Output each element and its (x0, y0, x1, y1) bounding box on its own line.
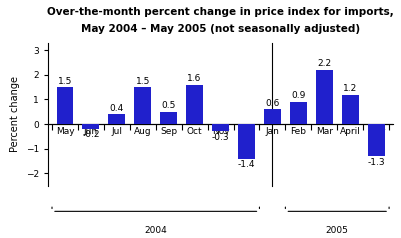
Text: -0.3: -0.3 (212, 133, 229, 142)
Bar (212, 124, 229, 131)
Bar (108, 114, 125, 124)
Text: 1.5: 1.5 (136, 77, 150, 86)
Text: 1.6: 1.6 (187, 74, 202, 83)
Bar (160, 112, 177, 124)
Text: 1.2: 1.2 (343, 84, 357, 93)
Text: 0.6: 0.6 (265, 99, 279, 108)
Text: -1.4: -1.4 (238, 160, 255, 169)
Text: May 2004 – May 2005 (not seasonally adjusted): May 2004 – May 2005 (not seasonally adju… (81, 24, 360, 34)
Bar (57, 87, 73, 124)
Text: 0.5: 0.5 (162, 101, 176, 110)
Text: 0.9: 0.9 (291, 91, 306, 100)
Text: 0.4: 0.4 (110, 104, 124, 113)
Y-axis label: Percent change: Percent change (10, 76, 20, 152)
Bar (238, 124, 255, 159)
Bar (264, 109, 281, 124)
Text: 2004: 2004 (144, 226, 167, 235)
Text: -0.2: -0.2 (82, 130, 100, 139)
Text: 2005: 2005 (326, 226, 348, 235)
Bar (342, 94, 358, 124)
Text: 1.5: 1.5 (58, 77, 72, 86)
Text: Over-the-month percent change in price index for imports,: Over-the-month percent change in price i… (47, 7, 394, 17)
Bar (186, 85, 203, 124)
Bar (83, 124, 99, 129)
Bar (316, 70, 333, 124)
Text: -1.3: -1.3 (367, 158, 385, 167)
Bar (368, 124, 385, 156)
Bar (290, 102, 307, 124)
Bar (134, 87, 151, 124)
Text: 2.2: 2.2 (317, 60, 331, 69)
